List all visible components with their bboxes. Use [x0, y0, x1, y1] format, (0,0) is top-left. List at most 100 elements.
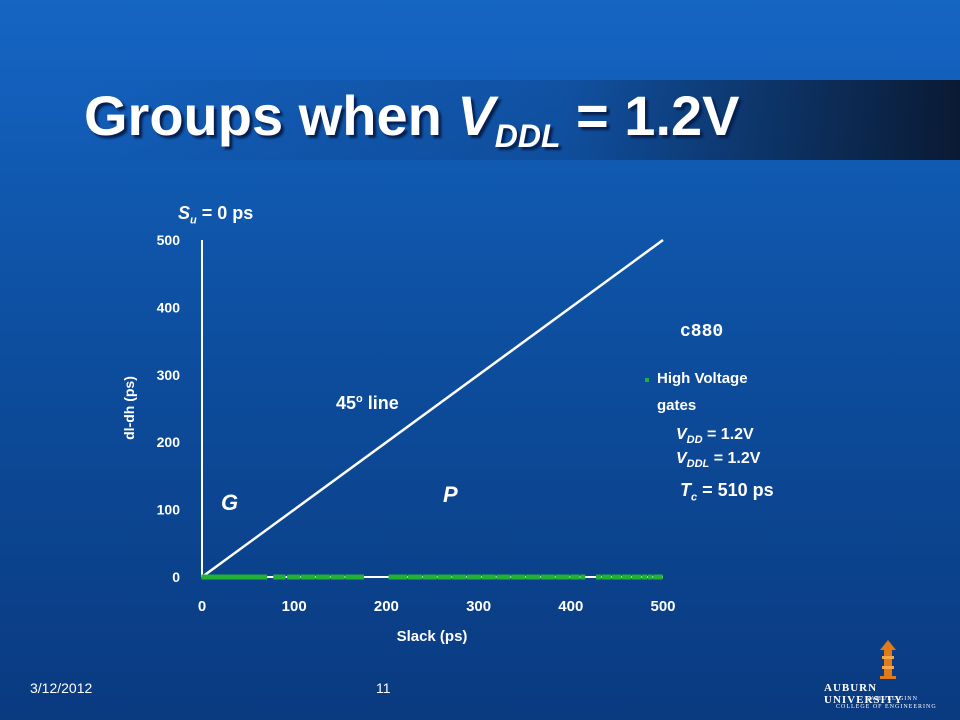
data-point [621, 574, 627, 580]
title-band [80, 80, 960, 160]
title-main: Groups when [84, 84, 458, 147]
reference-line-group [201, 238, 664, 579]
legend-label-line2: gates [657, 397, 697, 414]
data-point [549, 574, 555, 580]
data-point [216, 574, 222, 580]
tc-t: T [680, 480, 691, 500]
data-point [606, 574, 612, 580]
data-point [291, 574, 297, 580]
legend-label-line1: High Voltage [657, 370, 748, 387]
data-point [359, 574, 365, 580]
data-point [530, 574, 536, 580]
data-point [240, 574, 246, 580]
su-s: S [178, 203, 191, 223]
y-tick-labels: 0 100 200 300 400 500 [157, 232, 181, 585]
data-point [466, 574, 472, 580]
data-point [481, 574, 487, 580]
data-point [427, 574, 433, 580]
data-point [354, 574, 360, 580]
university-logo: AUBURN UNIVERSITY SAMUEL GINN COLLEGE OF… [818, 640, 958, 715]
data-point [310, 574, 316, 580]
data-point [441, 574, 447, 580]
data-point [324, 574, 330, 580]
data-point [201, 574, 207, 580]
data-point [244, 574, 250, 580]
y-tick-label: 400 [157, 299, 181, 315]
tc-rest: = 510 ps [697, 480, 774, 500]
data-point [520, 574, 526, 580]
data-point [224, 574, 230, 580]
reference-line-45 [201, 238, 664, 579]
data-point [564, 574, 570, 580]
x-tick-label: 500 [650, 598, 675, 615]
data-point [490, 574, 496, 580]
university-name: AUBURN UNIVERSITY [824, 682, 904, 706]
tc-label: Tc = 510 ps [680, 480, 774, 504]
data-point [345, 574, 351, 580]
data-point [252, 574, 258, 580]
data-point [417, 574, 423, 580]
data-point [657, 574, 663, 580]
vddl-sub: DDL [686, 458, 710, 471]
data-point [402, 574, 408, 580]
vddl-v: V [676, 450, 687, 467]
x-tick-label: 400 [558, 598, 583, 615]
data-point [642, 574, 648, 580]
data-point [574, 574, 580, 580]
vdd-sub: DD [686, 434, 703, 447]
data-point [204, 574, 210, 580]
data-point [611, 574, 617, 580]
region-p-label: P [443, 482, 458, 507]
vdd-v: V [676, 426, 687, 443]
data-point [300, 574, 306, 580]
vddl-rest: = 1.2V [709, 450, 761, 467]
data-point [653, 574, 659, 580]
title-subscript: DDL [494, 118, 561, 154]
x-tick-label: 200 [374, 598, 399, 615]
data-point [397, 574, 403, 580]
college-line-1: SAMUEL GINN [866, 696, 918, 702]
x-tick-label: 0 [198, 598, 206, 615]
line-label-num: 45 [336, 393, 357, 413]
x-tick-label: 100 [282, 598, 307, 615]
data-point [511, 574, 517, 580]
data-point [273, 574, 279, 580]
data-point [496, 574, 502, 580]
data-point [500, 574, 506, 580]
data-point [601, 574, 607, 580]
data-point [393, 574, 399, 580]
data-point [257, 574, 263, 580]
data-point [431, 574, 437, 580]
data-point [232, 574, 238, 580]
data-point [339, 574, 345, 580]
data-point [407, 574, 413, 580]
data-point [211, 574, 217, 580]
data-point [471, 574, 477, 580]
su-rest: = 0 ps [196, 203, 254, 223]
line-label-sup: o [356, 393, 363, 405]
data-point [388, 574, 394, 580]
data-point [305, 574, 311, 580]
slide-title: Groups when VDDL = 1.2V [84, 88, 740, 154]
data-point [647, 574, 653, 580]
data-point [295, 574, 301, 580]
data-point [422, 574, 428, 580]
page-number: 11 [376, 680, 391, 696]
data-point [580, 574, 586, 580]
data-point [228, 574, 234, 580]
data-point [505, 574, 511, 580]
su-label: Su = 0 ps [178, 203, 253, 227]
data-point [330, 574, 336, 580]
data-point [515, 574, 521, 580]
data-point [219, 574, 225, 580]
region-g-label: G [221, 490, 239, 515]
data-point [320, 574, 326, 580]
circuit-label: c880 [680, 322, 724, 342]
data-point [616, 574, 622, 580]
title-v: V [457, 84, 495, 147]
y-tick-label: 200 [157, 434, 181, 450]
data-points [201, 574, 663, 580]
data-point [636, 574, 642, 580]
slide-date: 3/12/2012 [30, 680, 93, 696]
college-line-2: COLLEGE OF ENGINEERING [836, 704, 937, 710]
